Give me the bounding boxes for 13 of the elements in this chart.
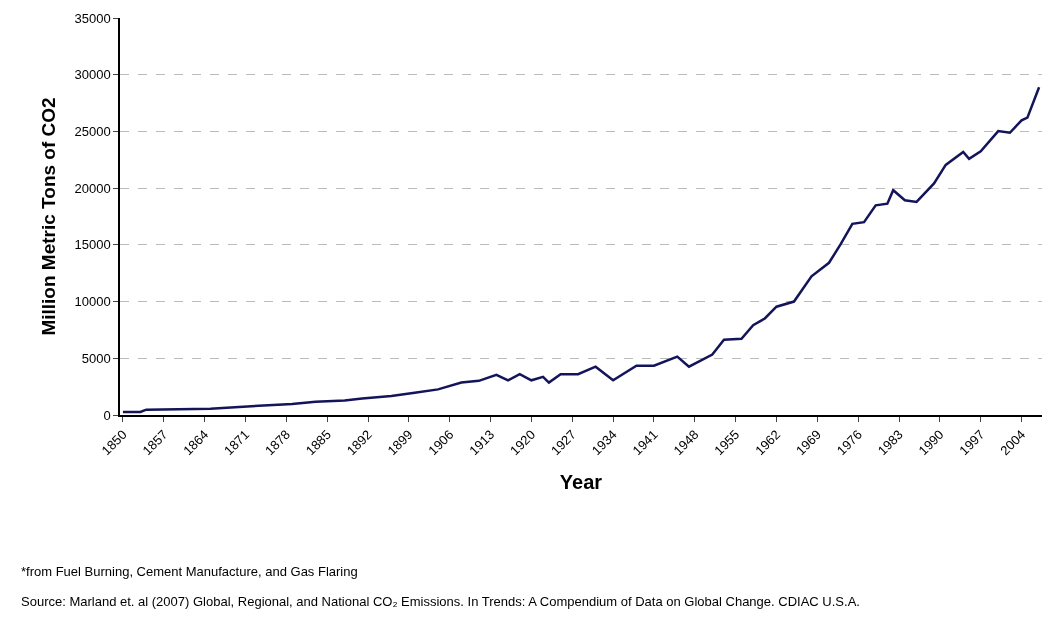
y-tick-label: 0: [103, 407, 111, 423]
y-tick-label: 10000: [74, 294, 111, 310]
y-tick-label: 15000: [74, 237, 111, 253]
y-tick-label: 35000: [74, 10, 111, 26]
text: *from Fuel Burning, Cement Manufacture, and Gas Flaring: [21, 564, 358, 579]
line-series: [121, 85, 1041, 414]
source-note: Source: Marland et. al (2007) Global, Regional, and National CO₂ Emissions. In Trends: A Compendium of Data on Global Change. CDIAC U.S.A.: [21, 594, 860, 609]
y-tick-label: 25000: [74, 123, 111, 139]
x-axis-title: Year: [559, 471, 603, 494]
y-axis-title: Million Metric Tons of CO2: [37, 97, 59, 336]
y-tick-label: 5000: [81, 350, 111, 366]
y-tick-label: 30000: [74, 67, 111, 83]
y-tick-label: 20000: [74, 180, 111, 196]
